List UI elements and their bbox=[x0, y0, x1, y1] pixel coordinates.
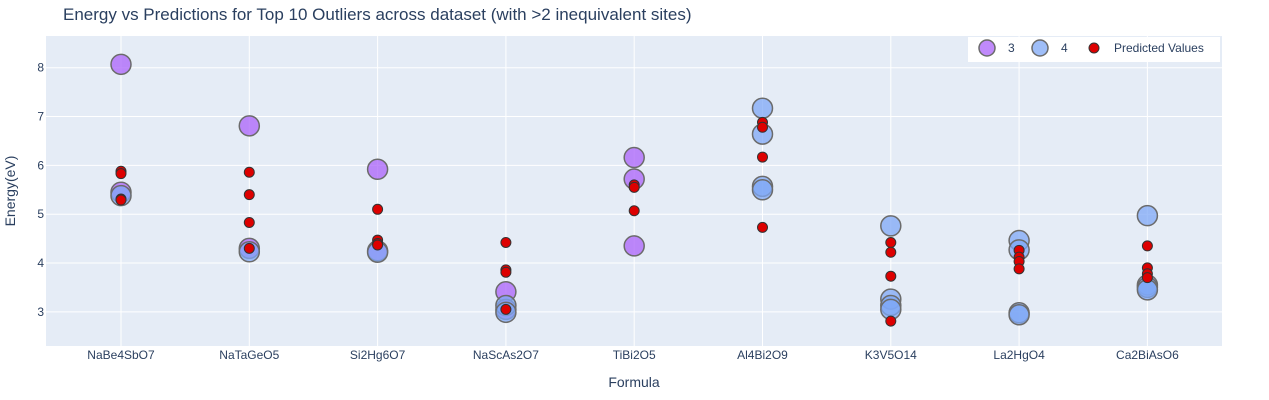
y-axis-ticks: 3 4 5 6 7 8 bbox=[37, 61, 44, 319]
point-series-4[interactable] bbox=[880, 215, 902, 237]
x-tick-label: TiBi2O5 bbox=[613, 348, 656, 362]
y-tick-label: 3 bbox=[37, 305, 44, 319]
point-predicted[interactable] bbox=[1013, 263, 1025, 275]
legend-label-predicted[interactable]: Predicted Values bbox=[1114, 41, 1204, 55]
point-predicted[interactable] bbox=[628, 181, 640, 193]
x-tick-label: La2HgO4 bbox=[993, 348, 1045, 362]
legend-label-4[interactable]: 4 bbox=[1061, 41, 1068, 55]
point-predicted[interactable] bbox=[243, 216, 255, 228]
point-predicted[interactable] bbox=[885, 315, 897, 327]
x-tick-label: NaTaGeO5 bbox=[219, 348, 279, 362]
point-predicted[interactable] bbox=[628, 205, 640, 217]
data-markers bbox=[110, 53, 1159, 327]
legend-marker-3[interactable] bbox=[978, 39, 996, 57]
y-axis-title: Energy(eV) bbox=[2, 156, 18, 227]
point-series-3[interactable] bbox=[366, 158, 389, 181]
point-predicted[interactable] bbox=[500, 303, 512, 315]
point-predicted[interactable] bbox=[243, 242, 255, 254]
point-predicted[interactable] bbox=[243, 166, 255, 178]
x-tick-label: Si2Hg6O7 bbox=[350, 348, 406, 362]
y-tick-label: 4 bbox=[37, 256, 44, 270]
point-predicted[interactable] bbox=[115, 168, 127, 180]
point-predicted[interactable] bbox=[500, 237, 512, 249]
x-axis-ticks: NaBe4SbO7 NaTaGeO5 Si2Hg6O7 NaScAs2O7 TiBi2O… bbox=[87, 348, 1179, 362]
point-predicted[interactable] bbox=[1141, 272, 1153, 284]
chart-title: Energy vs Predictions for Top 10 Outlier… bbox=[63, 5, 692, 24]
y-tick-label: 6 bbox=[37, 158, 44, 172]
point-predicted[interactable] bbox=[885, 270, 897, 282]
point-series-3[interactable] bbox=[238, 115, 261, 137]
legend-label-3[interactable]: 3 bbox=[1008, 41, 1015, 55]
point-predicted[interactable] bbox=[1141, 240, 1153, 252]
point-predicted[interactable] bbox=[115, 194, 127, 206]
y-tick-label: 8 bbox=[37, 61, 44, 75]
point-predicted[interactable] bbox=[885, 237, 897, 249]
point-series-3[interactable] bbox=[110, 53, 132, 76]
x-tick-label: NaBe4SbO7 bbox=[87, 348, 155, 362]
point-predicted[interactable] bbox=[372, 203, 384, 215]
point-series-3[interactable] bbox=[623, 235, 645, 257]
point-predicted[interactable] bbox=[500, 266, 512, 278]
point-predicted[interactable] bbox=[757, 151, 768, 163]
point-series-4[interactable] bbox=[1136, 204, 1159, 227]
point-predicted[interactable] bbox=[885, 246, 897, 258]
series-predicted-values bbox=[115, 116, 1153, 327]
x-tick-label: Al4Bi2O9 bbox=[737, 348, 788, 362]
point-series-4[interactable] bbox=[751, 179, 774, 201]
x-tick-label: K3V5O14 bbox=[865, 348, 917, 362]
legend: 3 4 Predicted Values bbox=[968, 37, 1220, 62]
x-tick-label: Ca2BiAsO6 bbox=[1116, 348, 1179, 362]
point-predicted[interactable] bbox=[757, 221, 768, 233]
x-axis-title: Formula bbox=[608, 374, 660, 390]
y-tick-label: 7 bbox=[37, 110, 44, 124]
legend-marker-4[interactable] bbox=[1031, 39, 1049, 57]
x-tick-label: NaScAs2O7 bbox=[473, 348, 539, 362]
point-series-3[interactable] bbox=[623, 146, 645, 169]
legend-marker-predicted[interactable] bbox=[1088, 42, 1100, 54]
point-predicted[interactable] bbox=[243, 189, 255, 201]
point-predicted[interactable] bbox=[757, 121, 768, 133]
point-predicted[interactable] bbox=[372, 239, 384, 251]
point-series-4[interactable] bbox=[751, 97, 774, 120]
point-series-4[interactable] bbox=[1008, 304, 1030, 326]
y-tick-label: 5 bbox=[37, 207, 44, 221]
